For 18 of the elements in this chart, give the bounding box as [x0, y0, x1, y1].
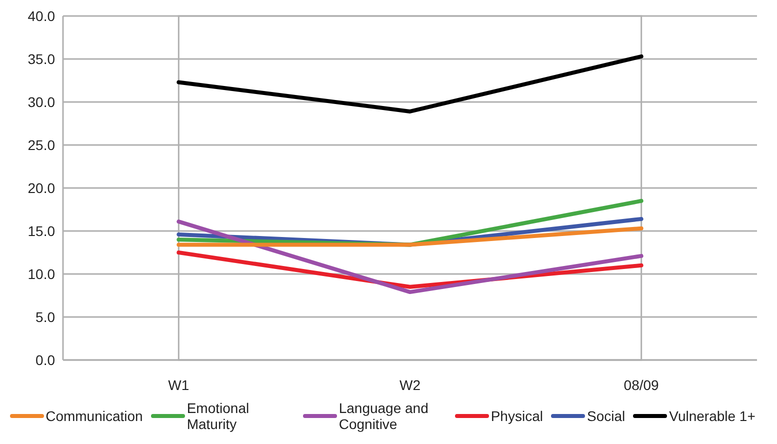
x-tick-label: 08/09: [624, 376, 660, 393]
y-tick-label: 30.0: [28, 94, 56, 110]
y-tick-label: 15.0: [28, 222, 56, 239]
y-tick-label: 10.0: [28, 266, 56, 282]
legend-label: Vulnerable 1+: [669, 408, 756, 424]
legend-label: Physical: [490, 408, 543, 424]
legend-label: Social: [586, 408, 626, 424]
y-tick-label: 0.0: [36, 352, 56, 368]
y-tick-label: 5.0: [36, 308, 56, 325]
x-tick-label: W2: [400, 376, 421, 393]
legend-label: Communication: [46, 408, 143, 424]
y-tick-label: 20.0: [28, 180, 56, 196]
y-tick-label: 40.0: [28, 8, 56, 24]
y-tick-label: 25.0: [28, 136, 56, 153]
x-tick-label: W1: [168, 376, 190, 393]
legend-label: Emotional Maturity: [186, 400, 250, 432]
y-tick-label: 35.0: [28, 50, 56, 67]
legend-label: Language and Cognitive: [338, 400, 430, 432]
